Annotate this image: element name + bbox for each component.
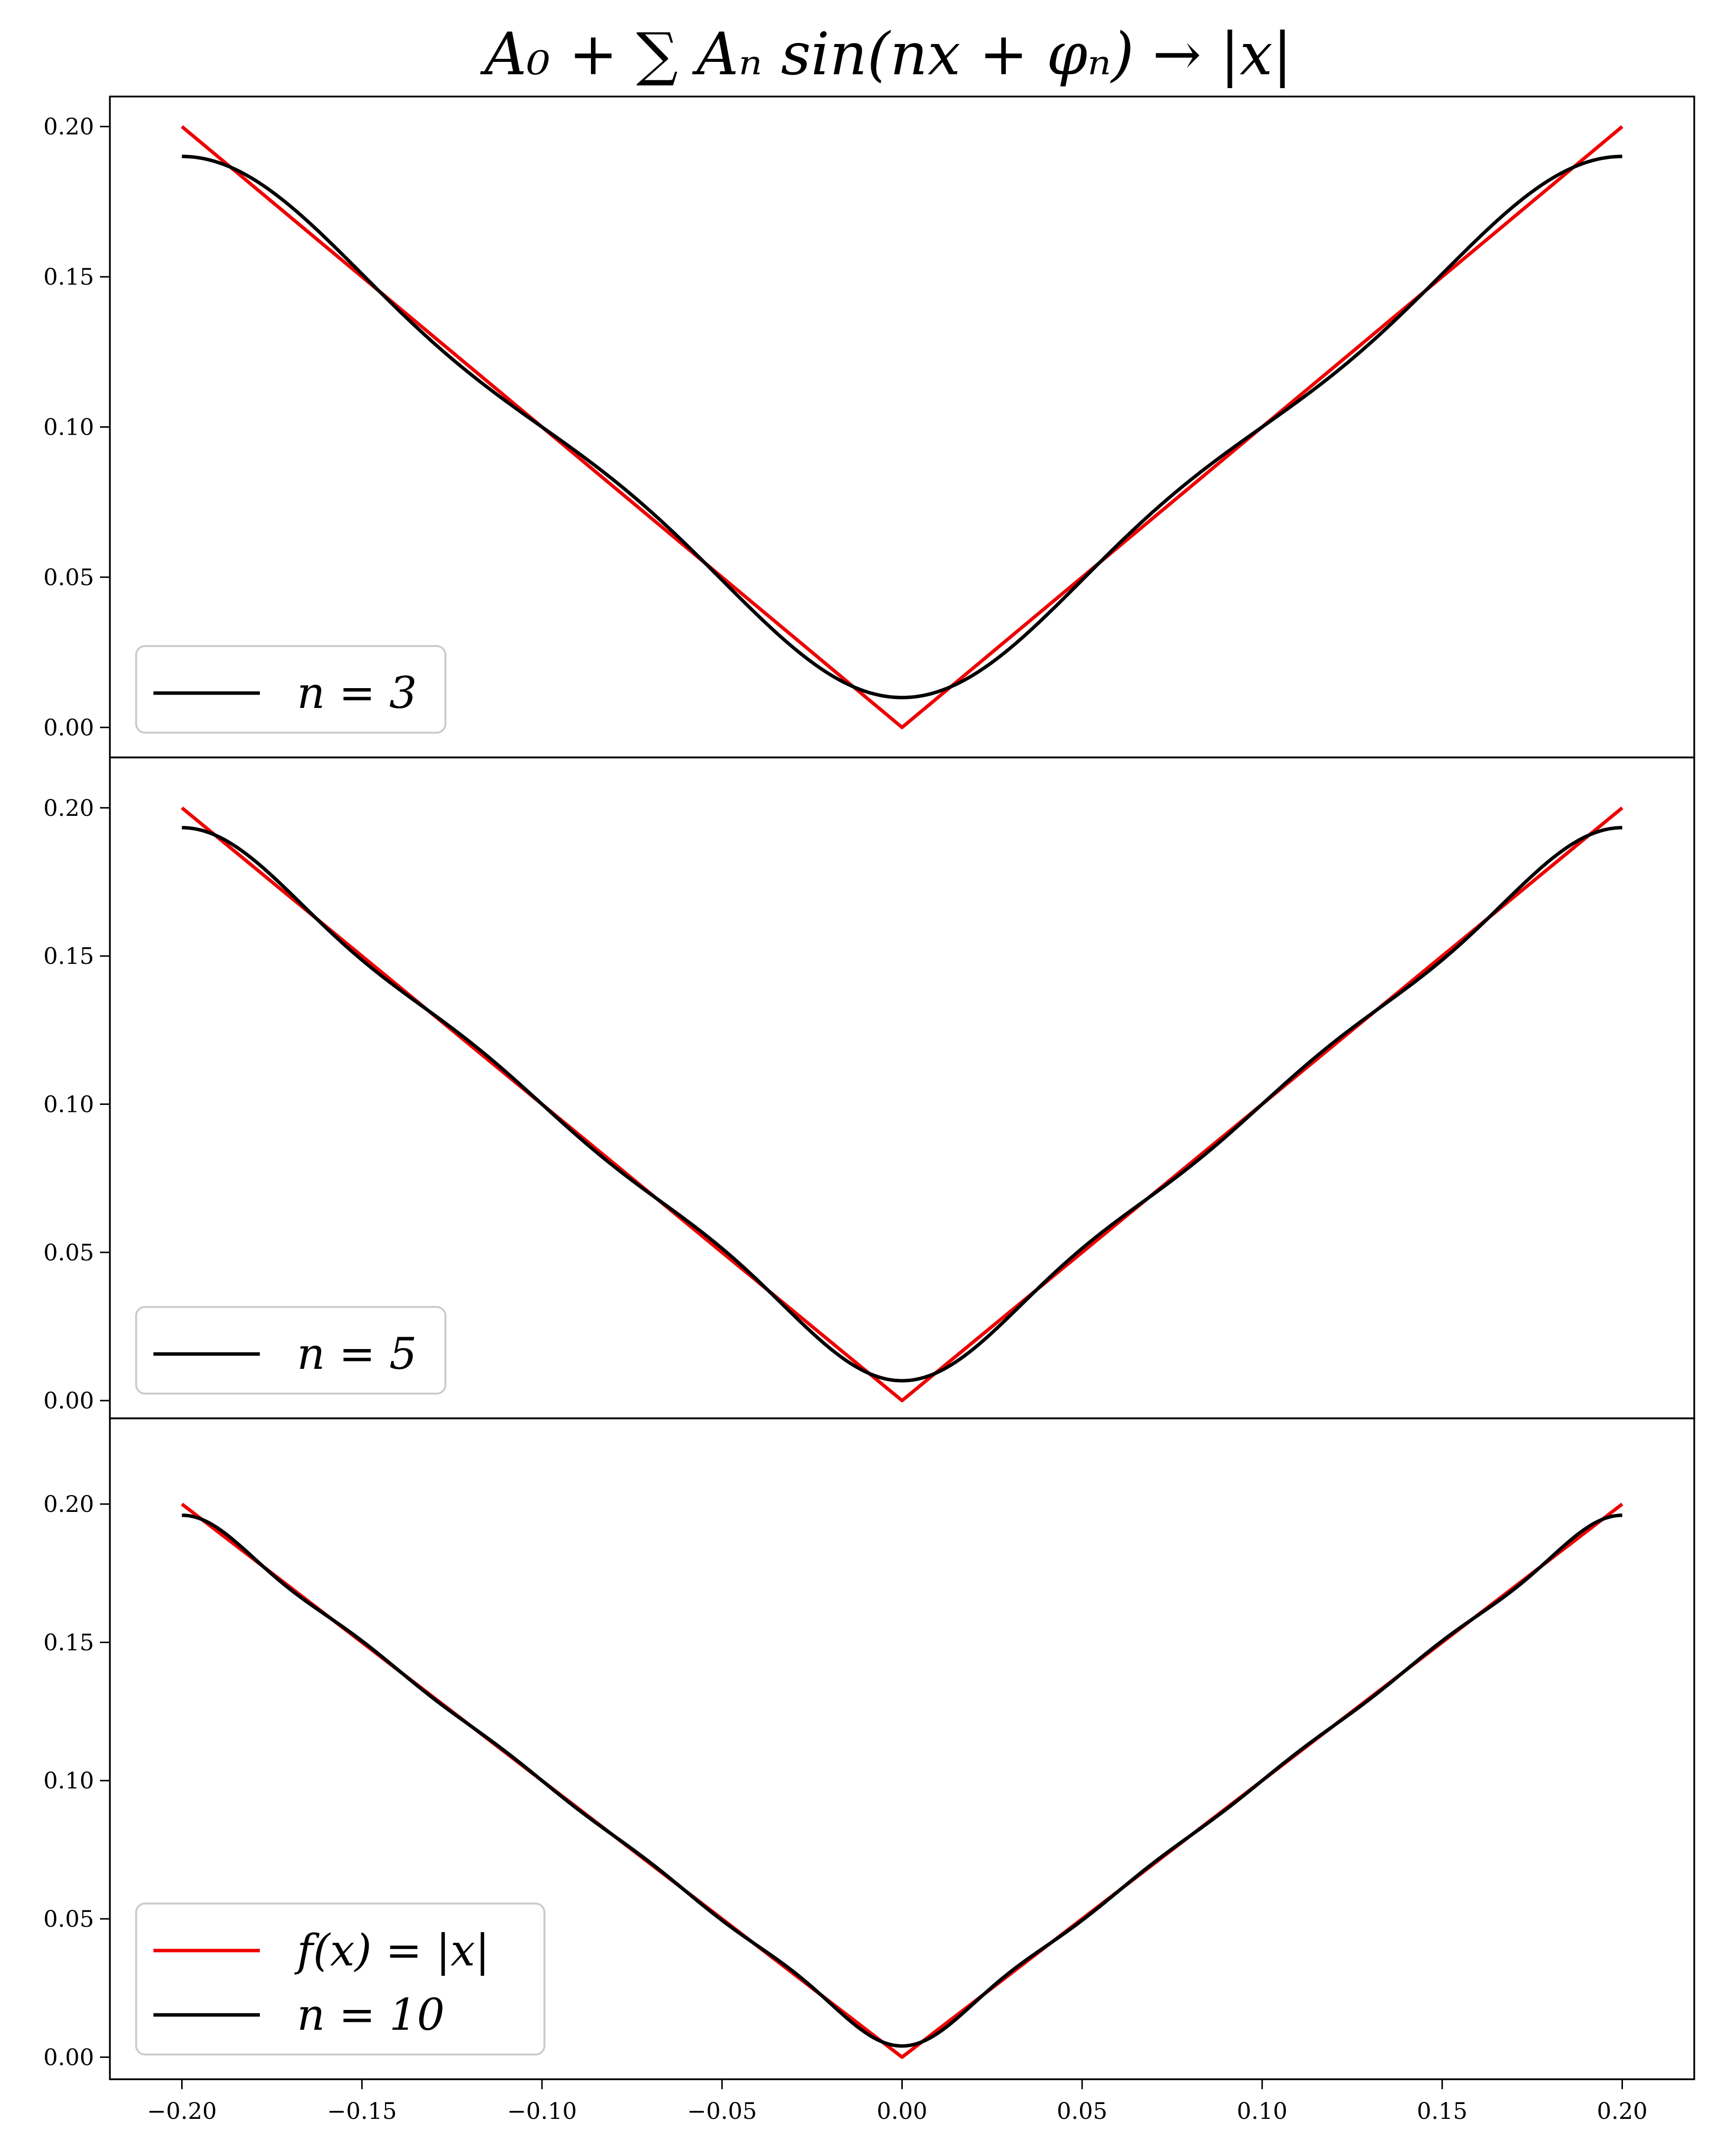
x-tick-label: −0.15	[327, 2098, 397, 2124]
panel-1: 0.00 0.05 0.10 0.15 0.20 n = 3	[44, 96, 1695, 758]
legend-label: f(x) = |x|	[294, 1925, 490, 1976]
panels-group: 0.00 0.05 0.10 0.15 0.20 n = 3 0.00 0.05 0.10 0.1…	[44, 96, 1695, 2080]
y-tick-label: 0.10	[44, 1091, 94, 1117]
y-tick-label: 0.15	[44, 263, 94, 290]
legend-label: n = 5	[297, 1328, 417, 1379]
y-tick-label: 0.20	[44, 1491, 94, 1517]
y-tick-label: 0.15	[44, 943, 94, 969]
x-tick-label: 0.00	[877, 2098, 927, 2124]
series-abs-x-line	[181, 125, 1623, 729]
series-fourier-n5-line	[182, 826, 1622, 1383]
legend: n = 3	[135, 645, 446, 734]
y-tick-label: 0.00	[44, 1387, 94, 1414]
legend-label: n = 3	[297, 667, 417, 718]
legend-box	[135, 1306, 446, 1395]
x-tick-label: 0.10	[1237, 2098, 1287, 2124]
panel-2: 0.00 0.05 0.10 0.15 0.20 n = 5	[44, 756, 1695, 1419]
x-axis: −0.20 −0.15 −0.10 −0.05 0.00 0.05 0.10 0.15 0.20	[147, 2079, 1648, 2124]
x-tick-label: −0.20	[147, 2098, 217, 2124]
legend-label: n = 10	[297, 1989, 444, 2040]
y-tick-label: 0.10	[44, 1767, 94, 1794]
legend-box	[135, 1903, 545, 2056]
series-fourier-n3-line	[182, 154, 1622, 700]
y-tick-label: 0.20	[44, 795, 94, 821]
series-fourier-n10-line	[182, 1513, 1622, 2048]
legend: f(x) = |x| n = 10	[135, 1903, 545, 2056]
y-tick-label: 0.00	[44, 2044, 94, 2070]
panel-3: 0.00 0.05 0.10 0.15 0.20 f(x) = |x| n = 10	[44, 1417, 1695, 2080]
x-tick-label: 0.20	[1597, 2098, 1647, 2124]
y-tick-label: 0.05	[44, 564, 94, 591]
x-tick-label: 0.15	[1417, 2098, 1468, 2124]
x-tick-label: −0.10	[507, 2098, 577, 2124]
y-tick-label: 0.15	[44, 1629, 94, 1655]
y-tick-label: 0.10	[44, 414, 94, 441]
x-tick-label: −0.05	[687, 2098, 757, 2124]
chart-title: A₀ + ∑ Aₙ sin(nx + φₙ) → |x|	[480, 20, 1292, 88]
y-tick-label: 0.05	[44, 1905, 94, 1932]
legend-box	[135, 645, 446, 734]
y-tick-label: 0.00	[44, 714, 94, 741]
y-tick-label: 0.20	[44, 113, 94, 140]
legend: n = 5	[135, 1306, 446, 1395]
x-tick-label: 0.05	[1057, 2098, 1107, 2124]
y-tick-label: 0.05	[44, 1239, 94, 1266]
